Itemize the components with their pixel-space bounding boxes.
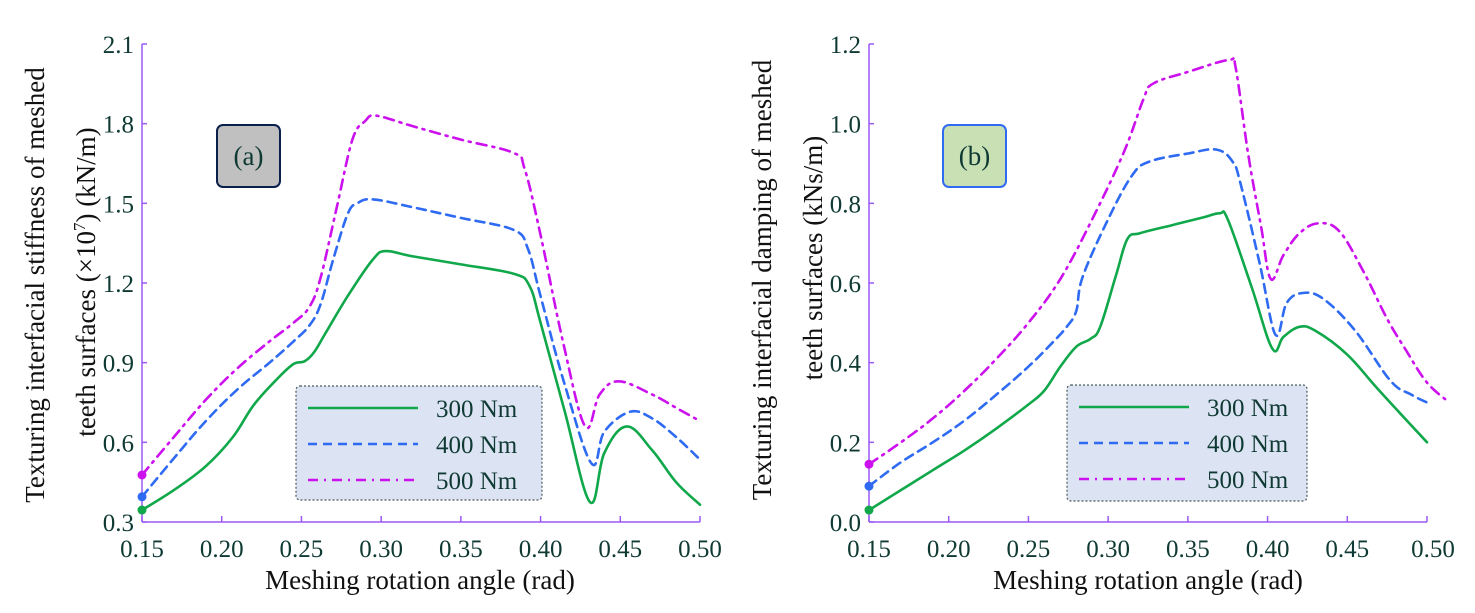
x-tick-label: 0.40 xyxy=(1246,536,1290,563)
tick-labels: 0.15 0.20 0.25 0.30 0.35 0.40 0.45 0.50 0.3 0.6 0.… xyxy=(103,32,722,563)
series-line-500-nm xyxy=(867,55,1451,466)
y-axis-title-line1: Texturing interfacial damping of meshed xyxy=(747,59,777,500)
x-tick-label: 0.35 xyxy=(439,536,483,563)
legend-label: 300 Nm xyxy=(1207,395,1289,422)
legend-label: 500 Nm xyxy=(1207,467,1289,494)
y-tick-label: 1.2 xyxy=(103,271,134,298)
x-tick-label: 0.20 xyxy=(927,536,971,563)
series-start-marker xyxy=(864,505,874,515)
x-tick-label: 0.15 xyxy=(847,536,891,563)
y-tick-label: 2.1 xyxy=(103,32,134,59)
panel-label-b: (b) xyxy=(942,124,1007,188)
legend-label: 400 Nm xyxy=(1207,431,1289,458)
panel-label-text: (a) xyxy=(234,141,264,171)
x-tick-label: 0.45 xyxy=(598,536,642,563)
series-line-300-nm xyxy=(140,249,702,512)
y-axis-title-line1: Texturing interfacial stiffness of meshe… xyxy=(20,67,50,503)
y-tick-label: 1.8 xyxy=(103,112,134,139)
x-axis-title: Meshing rotation angle (rad) xyxy=(993,565,1303,595)
plot-area xyxy=(864,55,1451,515)
series-line-400-nm xyxy=(140,197,702,499)
y-tick-label: 0.3 xyxy=(103,510,134,537)
y-axis-title-suffix: ) (kN/m) xyxy=(71,127,101,222)
x-axis-title: Meshing rotation angle (rad) xyxy=(265,565,575,595)
y-axis-title: Texturing interfacial damping of meshed … xyxy=(747,59,828,500)
y-tick-label: 1.2 xyxy=(830,32,861,59)
y-axis-title: Texturing interfacial stiffness of meshe… xyxy=(20,67,101,503)
tick-labels: 0.15 0.20 0.25 0.30 0.35 0.40 0.45 0.50 0.0 0.2 0.… xyxy=(830,32,1455,563)
x-tick-label: 0.30 xyxy=(359,536,403,563)
y-tick-label: 0.6 xyxy=(830,271,861,298)
panel-label-text: (b) xyxy=(959,141,990,171)
legend-label: 500 Nm xyxy=(436,468,518,495)
series-line-300-nm xyxy=(867,210,1429,512)
y-tick-label: 0.0 xyxy=(830,510,861,537)
y-tick-label: 0.9 xyxy=(103,351,134,378)
y-tick-label: 0.2 xyxy=(830,430,861,457)
y-tick-label: 0.8 xyxy=(830,191,861,218)
legend: 300 Nm 400 Nm 500 Nm xyxy=(1066,384,1308,502)
legend: 300 Nm 400 Nm 500 Nm xyxy=(295,385,543,501)
y-tick-label: 1.0 xyxy=(830,112,861,139)
y-axis-title-line2: teeth surfaces (kNs/m) xyxy=(798,136,828,380)
legend-label: 400 Nm xyxy=(436,432,518,459)
y-tick-label: 0.4 xyxy=(830,351,862,378)
series-start-marker xyxy=(137,470,147,480)
axes xyxy=(868,43,1428,523)
series-start-marker xyxy=(137,505,147,515)
chart-panel-b: Texturing interfacial damping of meshed … xyxy=(747,32,1455,595)
panel-label-box xyxy=(216,124,281,188)
x-tick-label: 0.45 xyxy=(1325,536,1369,563)
x-tick-label: 0.50 xyxy=(678,536,722,563)
y-axis-title-line2: teeth surfaces (×107) (kN/m) xyxy=(70,127,101,436)
y-axis-title-prefix: teeth surfaces (×10 xyxy=(71,231,101,437)
legend-box xyxy=(295,385,543,501)
panel-label-box xyxy=(942,124,1007,188)
series-start-marker xyxy=(137,492,147,502)
panel-label-a: (a) xyxy=(216,124,281,188)
x-tick-label: 0.20 xyxy=(200,536,244,563)
x-tick-label: 0.30 xyxy=(1086,536,1130,563)
x-tick-label: 0.25 xyxy=(280,536,324,563)
y-tick-label: 1.5 xyxy=(103,191,134,218)
legend-label: 300 Nm xyxy=(436,396,518,423)
series-line-400-nm xyxy=(867,147,1429,488)
series-line-500-nm xyxy=(140,114,702,477)
x-tick-label: 0.40 xyxy=(519,536,563,563)
y-axis-title-exponent: 7 xyxy=(70,222,89,231)
x-tick-label: 0.25 xyxy=(1007,536,1051,563)
x-tick-label: 0.15 xyxy=(120,536,164,563)
plot-area xyxy=(137,114,702,515)
x-tick-label: 0.50 xyxy=(1411,536,1455,563)
x-tick-label: 0.35 xyxy=(1166,536,1210,563)
series-start-marker xyxy=(864,459,874,469)
axes xyxy=(141,43,701,523)
y-tick-label: 0.6 xyxy=(103,430,134,457)
series-start-marker xyxy=(864,481,874,491)
chart-panel-a: Texturing interfacial stiffness of meshe… xyxy=(20,32,722,595)
